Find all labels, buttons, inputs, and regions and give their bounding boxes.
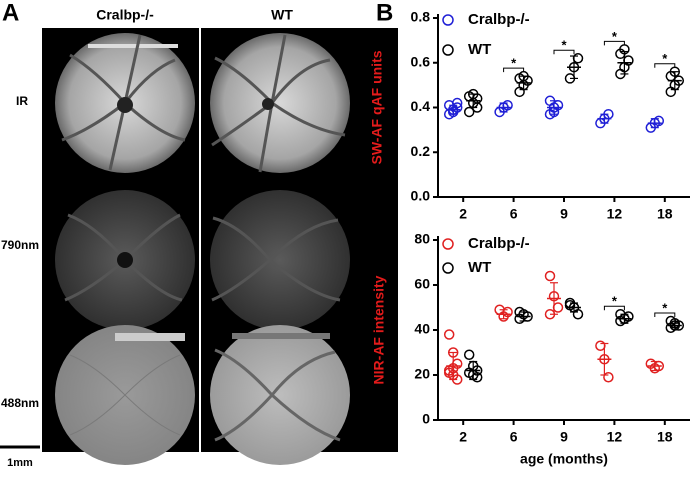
row-label: 488nm [1, 396, 39, 410]
x-tick-label: 18 [657, 206, 673, 222]
x-axis-label: age (months) [520, 451, 608, 467]
error-bar [650, 118, 659, 129]
column-label: WT [271, 7, 293, 23]
y-tick-label: 60 [414, 276, 430, 292]
legend-marker [442, 238, 454, 250]
error-bar [570, 302, 578, 313]
error-bar [469, 360, 478, 381]
y-tick-label: 0.6 [411, 53, 431, 69]
panel-label: C [374, 223, 391, 250]
y-tick-label: 0.8 [411, 9, 431, 25]
error-bar [550, 100, 558, 115]
y-tick-label: 0.0 [411, 188, 431, 204]
significance-bracket [654, 312, 676, 317]
significance-label: * [662, 300, 668, 315]
fundus-image [210, 33, 350, 173]
optic-disc [117, 97, 133, 113]
x-tick-label: 9 [560, 429, 568, 445]
row-label: IR [16, 94, 28, 108]
y-tick-label: 80 [414, 231, 430, 247]
x-tick-label: 12 [607, 429, 623, 445]
y-tick-label: 20 [414, 366, 430, 382]
data-point [595, 340, 606, 351]
fundus-image [210, 325, 350, 465]
image-panels [0, 28, 398, 465]
error-bar [449, 104, 458, 115]
error-bar [469, 93, 478, 109]
significance-label: * [511, 56, 517, 71]
x-tick-label: 12 [607, 206, 623, 222]
data-point [463, 349, 475, 360]
x-tick-label: 18 [657, 429, 673, 445]
vessels [61, 34, 346, 442]
data-point [451, 97, 463, 109]
y-tick-label: 0.4 [411, 98, 431, 114]
legend-label: Cralbp-/- [468, 235, 530, 252]
x-tick-label: 2 [459, 429, 467, 445]
error-bar [519, 311, 528, 322]
error-bar [670, 71, 679, 91]
image-band [88, 44, 178, 48]
data-point [572, 309, 584, 320]
x-tick-label: 6 [510, 429, 518, 445]
image-band [115, 333, 185, 341]
legend-label: WT [468, 41, 491, 58]
significance-label: * [662, 51, 668, 66]
fundus-image [210, 190, 350, 330]
error-bar [570, 55, 578, 80]
error-bar [499, 102, 508, 113]
optic-disc [262, 98, 274, 110]
error-bar [650, 360, 659, 372]
y-tick-label: 40 [414, 321, 430, 337]
error-bar [600, 113, 609, 124]
error-bar [620, 50, 629, 75]
row-label: 790nm [1, 238, 39, 252]
image-band [232, 333, 330, 339]
legend-marker [442, 262, 454, 274]
error-bar [449, 351, 458, 381]
column-label: Cralbp-/- [96, 7, 154, 23]
data-point [665, 86, 677, 98]
data-point [514, 86, 525, 98]
error-bar [550, 282, 558, 315]
error-bar [620, 313, 629, 324]
significance-bracket [503, 67, 525, 73]
legend-marker [442, 14, 454, 26]
significance-bracket [654, 63, 676, 68]
significance-bracket [553, 49, 575, 55]
error-bar [519, 75, 528, 91]
y-tick-label: 0 [422, 411, 430, 427]
data-point [603, 372, 614, 383]
significance-bracket [603, 40, 625, 46]
panel-label: B [376, 0, 393, 26]
legend-marker [442, 44, 454, 56]
data-point [443, 329, 455, 340]
legend-label: WT [468, 259, 491, 276]
significance-bracket [603, 305, 625, 311]
error-bar [499, 309, 508, 320]
panel-label: A [2, 0, 19, 26]
optic-disc [117, 252, 133, 268]
legend-label: Cralbp-/- [468, 11, 530, 28]
significance-label: * [612, 294, 618, 309]
y-tick-label: 0.2 [411, 143, 431, 159]
y-axis-label: NIR-AF intensity [371, 275, 387, 384]
data-point [623, 55, 634, 66]
error-bar [600, 342, 609, 376]
data-point [544, 270, 556, 282]
x-tick-label: 6 [510, 206, 518, 222]
data-point [552, 302, 564, 313]
significance-label: * [612, 29, 618, 44]
y-axis-label: SW-AF qAF units [369, 50, 385, 164]
x-tick-label: 9 [560, 206, 568, 222]
data-point [572, 53, 584, 64]
significance-label: * [561, 38, 567, 53]
x-tick-label: 2 [459, 206, 467, 222]
error-bar [670, 322, 679, 329]
scale-bar-label: 1mm [7, 457, 33, 469]
